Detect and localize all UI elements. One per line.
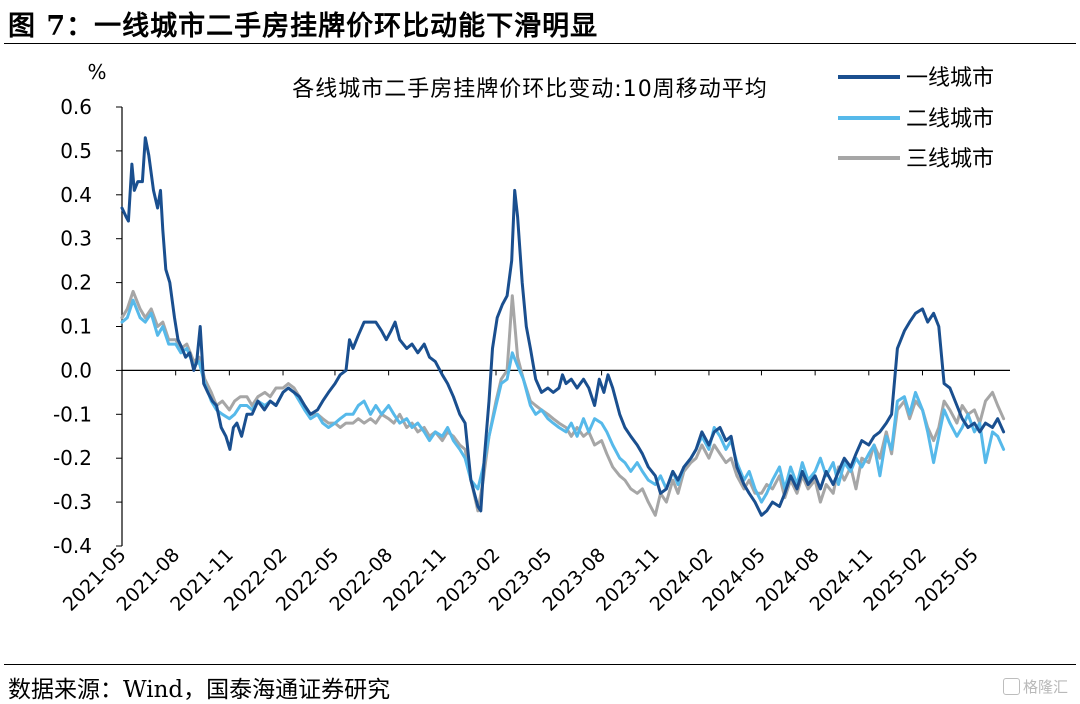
y-tick-label: 0.4: [60, 183, 92, 207]
y-tick-label: -0.3: [53, 490, 92, 514]
chart-title: 各线城市二手房挂牌价环比变动:10周移动平均: [292, 77, 767, 102]
series-line-1: [120, 136, 1006, 517]
legend-label-2: 二线城市: [906, 107, 994, 132]
legend-label-1: 一线城市: [906, 66, 994, 91]
legend-label-3: 三线城市: [906, 147, 994, 172]
series-layer: [120, 136, 1006, 517]
y-tick-label: 0.2: [60, 271, 92, 295]
source-rule: [4, 664, 1076, 665]
source-note: 数据来源：Wind，国泰海通证券研究: [8, 677, 391, 703]
y-tick-label: 0.1: [60, 315, 92, 339]
y-tick-label: 0.6: [60, 95, 92, 119]
watermark-text: 格隆汇: [1022, 678, 1068, 696]
watermark: 格隆汇: [1002, 676, 1068, 697]
y-tick-label: 0.3: [60, 227, 92, 251]
watermark-logo-icon: [1002, 678, 1020, 695]
y-tick-label: -0.4: [53, 534, 92, 558]
y-tick-label: 0.0: [60, 358, 92, 382]
line-chart: % 各线城市二手房挂牌价环比变动:10周移动平均 -0.4 -0.3 -0.2 -0.…: [53, 60, 1010, 616]
y-tick-label: 0.5: [60, 139, 92, 163]
title-rule: [4, 43, 1076, 44]
y-tick-label: -0.1: [53, 402, 92, 426]
y-tick-label: -0.2: [53, 446, 92, 470]
y-axis-unit-label: %: [87, 60, 106, 84]
figure-title: 图 7：一线城市二手房挂牌价环比动能下滑明显: [8, 11, 599, 42]
series-line-3: [120, 289, 1006, 517]
